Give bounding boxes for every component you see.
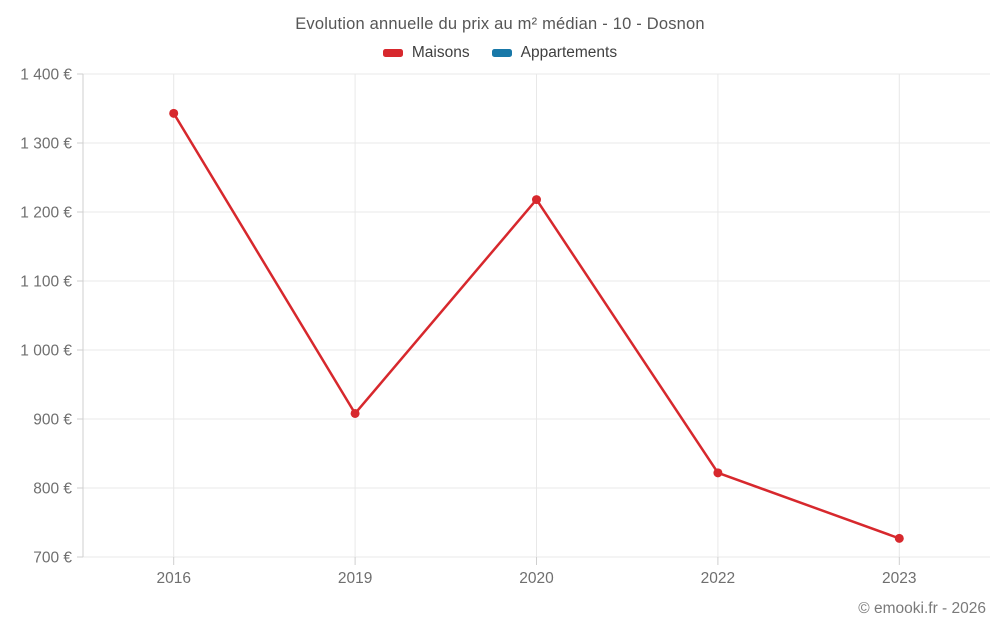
y-axis-label: 1 200 € xyxy=(20,205,72,222)
legend-swatch-maisons xyxy=(382,49,403,57)
x-axis-label: 2022 xyxy=(701,570,735,587)
legend-item-appartements[interactable]: Appartements xyxy=(491,44,618,62)
data-point-maisons-2019[interactable] xyxy=(350,408,360,418)
y-axis-label: 800 € xyxy=(33,481,72,498)
chart-legend: Maisons Appartements xyxy=(0,44,1000,62)
legend-swatch-appartements xyxy=(491,49,512,57)
x-axis-label: 2020 xyxy=(519,570,554,587)
copyright-text: © emooki.fr - 2026 xyxy=(858,600,986,617)
y-axis-label: 1 400 € xyxy=(20,67,72,84)
data-point-maisons-2023[interactable] xyxy=(894,533,904,543)
data-point-maisons-2016[interactable] xyxy=(169,108,179,118)
legend-label: Maisons xyxy=(411,44,470,61)
y-axis-label: 900 € xyxy=(33,412,72,429)
data-point-maisons-2022[interactable] xyxy=(713,468,723,478)
chart-title: Evolution annuelle du prix au m² médian … xyxy=(295,15,705,33)
legend-label: Appartements xyxy=(520,44,618,61)
x-axis-label: 2019 xyxy=(338,570,372,587)
data-point-maisons-2020[interactable] xyxy=(532,195,541,205)
x-axis-label: 2023 xyxy=(882,570,916,587)
x-axis-label: 2016 xyxy=(156,570,190,587)
y-axis-label: 700 € xyxy=(33,550,72,567)
y-axis-label: 1 000 € xyxy=(20,343,72,360)
y-axis-label: 1 100 € xyxy=(20,274,72,291)
legend-item-maisons[interactable]: Maisons xyxy=(382,44,470,62)
y-axis-label: 1 300 € xyxy=(20,136,72,153)
